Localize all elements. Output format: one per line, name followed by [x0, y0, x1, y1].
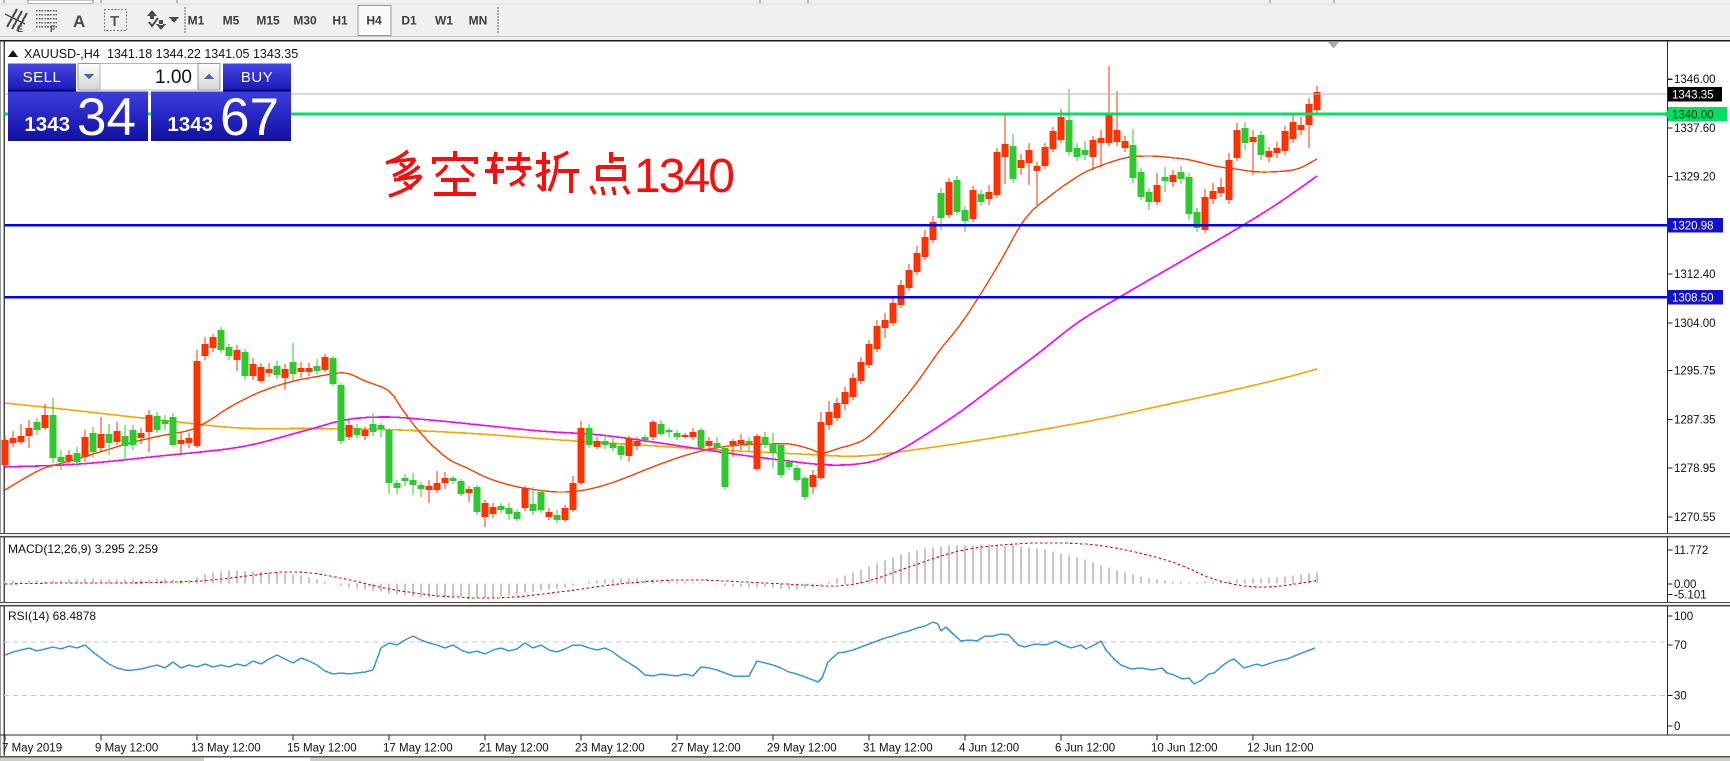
- svg-text:9 May 12:00: 9 May 12:00: [95, 743, 158, 755]
- svg-text:1.00: 1.00: [155, 67, 192, 88]
- svg-text:1287.35: 1287.35: [1674, 414, 1716, 426]
- svg-text:100: 100: [1674, 611, 1693, 623]
- svg-text:1270.55: 1270.55: [1674, 512, 1716, 524]
- svg-text:XAUUSD-,H4: XAUUSD-,H4: [24, 47, 100, 61]
- svg-text:1278.95: 1278.95: [1674, 463, 1716, 475]
- svg-text:17 May 12:00: 17 May 12:00: [383, 743, 453, 755]
- svg-text:1340: 1340: [634, 150, 735, 203]
- svg-text:M15: M15: [256, 14, 280, 28]
- svg-text:13 May 12:00: 13 May 12:00: [191, 743, 261, 755]
- svg-text:7 May 2019: 7 May 2019: [2, 743, 62, 755]
- svg-text:34: 34: [77, 88, 136, 147]
- svg-text:SELL: SELL: [23, 69, 62, 86]
- svg-text:30: 30: [1674, 691, 1687, 703]
- svg-text:4 Jun 12:00: 4 Jun 12:00: [959, 743, 1019, 755]
- svg-text:0.00: 0.00: [1674, 579, 1696, 591]
- svg-text:T: T: [110, 13, 119, 30]
- svg-text:1343.35: 1343.35: [1672, 90, 1714, 102]
- svg-text:23 May 12:00: 23 May 12:00: [575, 743, 645, 755]
- svg-text:M1: M1: [188, 14, 205, 28]
- svg-text:F: F: [50, 24, 56, 34]
- svg-text:1304.00: 1304.00: [1674, 318, 1716, 330]
- svg-text:1312.40: 1312.40: [1674, 269, 1716, 281]
- svg-text:67: 67: [220, 88, 279, 147]
- svg-text:1320.98: 1320.98: [1672, 221, 1714, 233]
- svg-text:1337.60: 1337.60: [1674, 123, 1716, 135]
- svg-text:1308.50: 1308.50: [1672, 293, 1714, 305]
- svg-text:6 Jun 12:00: 6 Jun 12:00: [1055, 743, 1115, 755]
- svg-text:11.772: 11.772: [1674, 545, 1708, 557]
- svg-text:31 May 12:00: 31 May 12:00: [863, 743, 933, 755]
- svg-text:M30: M30: [293, 14, 317, 28]
- svg-text:70: 70: [1674, 640, 1687, 652]
- svg-text:MN: MN: [469, 14, 488, 28]
- svg-text:W1: W1: [435, 14, 453, 28]
- svg-text:H4: H4: [366, 14, 382, 28]
- svg-text:1346.00: 1346.00: [1674, 74, 1716, 86]
- svg-text:21 May 12:00: 21 May 12:00: [479, 743, 549, 755]
- svg-text:RSI(14) 68.4878: RSI(14) 68.4878: [8, 609, 96, 623]
- svg-text:27 May 12:00: 27 May 12:00: [671, 743, 741, 755]
- svg-text:MACD(12,26,9) 3.295 2.259: MACD(12,26,9) 3.295 2.259: [8, 542, 158, 556]
- svg-text:15 May 12:00: 15 May 12:00: [287, 743, 357, 755]
- svg-text:29 May 12:00: 29 May 12:00: [767, 743, 837, 755]
- svg-text:BUY: BUY: [241, 69, 273, 86]
- svg-text:0: 0: [1674, 721, 1680, 733]
- svg-text:1329.20: 1329.20: [1674, 172, 1716, 184]
- svg-text:1343: 1343: [24, 113, 70, 136]
- svg-text:H1: H1: [332, 14, 348, 28]
- svg-text:M5: M5: [223, 14, 240, 28]
- svg-text:1343: 1343: [167, 113, 213, 136]
- svg-text:1295.75: 1295.75: [1674, 366, 1716, 378]
- svg-text:12 Jun 12:00: 12 Jun 12:00: [1247, 743, 1314, 755]
- svg-text:1341.18 1344.22 1341.05 1343.3: 1341.18 1344.22 1341.05 1343.35: [107, 47, 298, 61]
- svg-text:1340.00: 1340.00: [1672, 110, 1714, 122]
- svg-text:D1: D1: [401, 14, 417, 28]
- svg-text:A: A: [73, 12, 85, 31]
- svg-text:-5.101: -5.101: [1674, 590, 1707, 602]
- svg-text:10 Jun 12:00: 10 Jun 12:00: [1151, 743, 1218, 755]
- svg-text:E: E: [17, 24, 23, 34]
